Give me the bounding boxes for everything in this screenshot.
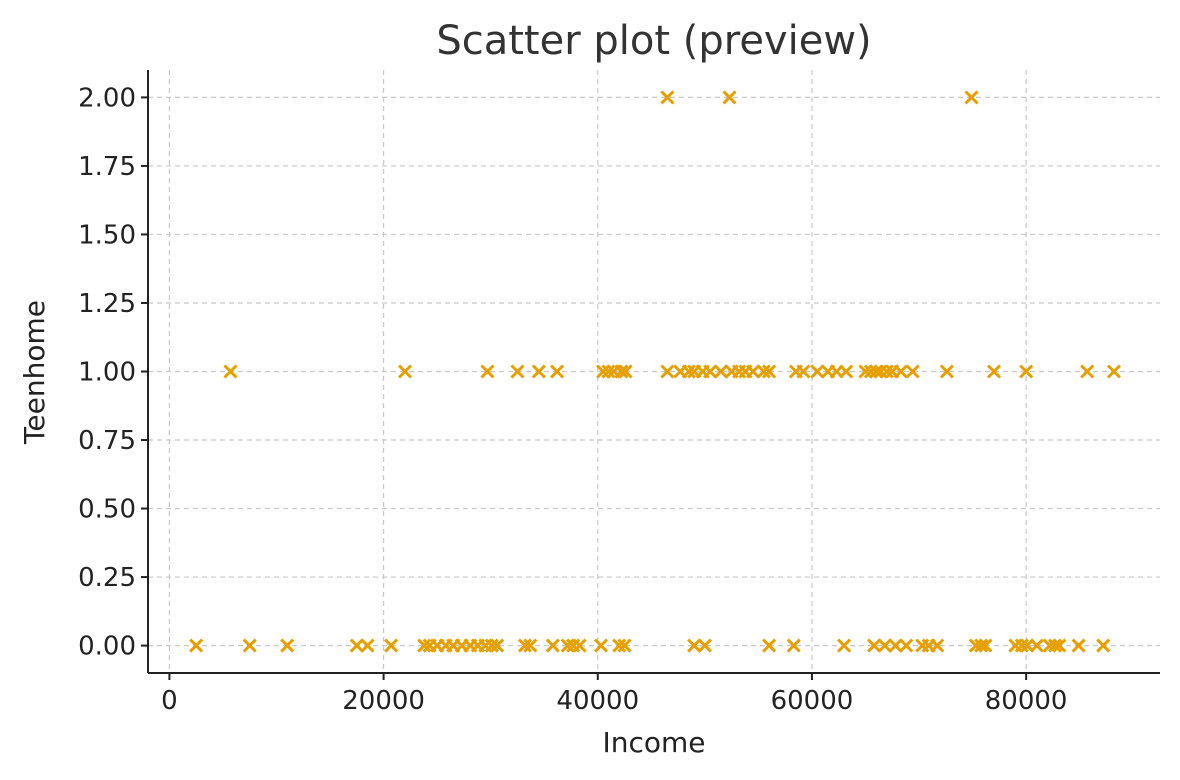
data-point bbox=[1106, 364, 1122, 379]
data-point bbox=[905, 364, 920, 379]
data-point bbox=[722, 90, 737, 105]
data-point bbox=[867, 638, 882, 653]
data-point bbox=[360, 638, 375, 653]
data-point bbox=[697, 638, 712, 653]
data-point bbox=[601, 364, 616, 379]
y-tick-label: 1.00 bbox=[78, 358, 136, 388]
data-point bbox=[745, 364, 761, 379]
data-point bbox=[480, 364, 495, 379]
data-point bbox=[417, 638, 432, 653]
data-point bbox=[397, 364, 413, 379]
y-tick-label: 2.00 bbox=[78, 83, 136, 113]
data-point bbox=[986, 364, 1002, 379]
x-tick-label: 0 bbox=[161, 686, 178, 716]
x-tick-label: 80000 bbox=[985, 686, 1068, 716]
data-point bbox=[837, 638, 852, 653]
data-point bbox=[531, 364, 546, 379]
data-point bbox=[762, 638, 777, 653]
data-point bbox=[810, 364, 825, 379]
data-point bbox=[687, 638, 702, 653]
data-point bbox=[189, 638, 204, 653]
data-point bbox=[618, 364, 633, 379]
data-point bbox=[1080, 364, 1095, 379]
data-point bbox=[1096, 638, 1111, 653]
data-point bbox=[713, 364, 728, 379]
y-tick-label: 1.75 bbox=[78, 152, 136, 182]
x-axis-label: Income bbox=[602, 726, 705, 759]
x-tick-label: 40000 bbox=[556, 686, 639, 716]
data-point bbox=[877, 638, 892, 653]
data-point bbox=[550, 364, 565, 379]
data-point bbox=[1019, 364, 1034, 379]
data-point bbox=[888, 638, 903, 653]
data-point bbox=[1052, 638, 1067, 653]
data-point bbox=[786, 638, 801, 653]
data-point bbox=[612, 638, 627, 653]
data-point bbox=[893, 364, 908, 379]
data-point bbox=[978, 638, 993, 653]
data-point bbox=[974, 638, 989, 653]
y-tick-label: 0.50 bbox=[78, 495, 136, 525]
data-point bbox=[879, 364, 894, 379]
data-point bbox=[517, 638, 533, 653]
data-point bbox=[545, 638, 560, 653]
data-point bbox=[930, 638, 945, 653]
ticks: 0 20000 40000 60000 80000 0.00 0.25 0.50 0.75 1.0… bbox=[78, 83, 1067, 716]
data-point bbox=[703, 364, 718, 379]
y-tick-label: 0.75 bbox=[78, 426, 136, 456]
data-point bbox=[839, 364, 854, 379]
data-point bbox=[349, 638, 364, 653]
data-point bbox=[756, 364, 771, 379]
data-point bbox=[596, 364, 611, 379]
data-point bbox=[1071, 638, 1086, 653]
x-tick-label: 20000 bbox=[342, 686, 425, 716]
data-point bbox=[490, 638, 505, 653]
data-point bbox=[869, 364, 884, 379]
data-points bbox=[189, 90, 1122, 653]
data-point bbox=[660, 364, 675, 379]
data-point bbox=[1047, 638, 1063, 653]
data-point bbox=[510, 364, 525, 379]
data-point bbox=[939, 364, 954, 379]
chart-title: Scatter plot (preview) bbox=[436, 18, 871, 64]
data-point bbox=[242, 638, 257, 653]
y-tick-label: 0.25 bbox=[78, 563, 136, 593]
data-point bbox=[384, 638, 399, 653]
grid bbox=[148, 70, 1160, 673]
data-point bbox=[617, 638, 632, 653]
x-tick-label: 60000 bbox=[771, 686, 854, 716]
y-tick-label: 1.50 bbox=[78, 220, 136, 250]
y-axis-label: Teenhome bbox=[18, 300, 51, 445]
data-point bbox=[223, 364, 238, 379]
data-point bbox=[762, 364, 777, 379]
data-point bbox=[572, 638, 587, 653]
data-point bbox=[899, 638, 914, 653]
y-tick-label: 1.25 bbox=[78, 289, 136, 319]
data-point bbox=[681, 364, 696, 379]
y-tick-label: 0.00 bbox=[78, 632, 136, 662]
data-point bbox=[1014, 638, 1029, 653]
data-point bbox=[484, 638, 499, 653]
data-point bbox=[280, 638, 295, 653]
data-point bbox=[1029, 638, 1044, 653]
data-point bbox=[614, 364, 629, 379]
data-point bbox=[796, 364, 811, 379]
data-point bbox=[858, 364, 873, 379]
data-point bbox=[560, 638, 575, 653]
data-point bbox=[964, 90, 979, 105]
data-point bbox=[523, 638, 538, 653]
data-point bbox=[593, 638, 609, 653]
data-point bbox=[660, 90, 675, 105]
